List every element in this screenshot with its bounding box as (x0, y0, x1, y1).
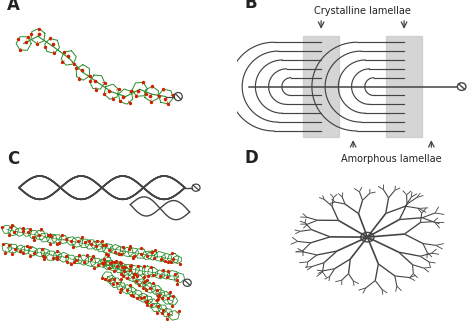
Text: Crystalline lamellae: Crystalline lamellae (314, 6, 411, 16)
Bar (303, 36, 339, 137)
Text: C: C (7, 150, 19, 168)
Bar (386, 36, 422, 137)
Text: Amorphous lamellae: Amorphous lamellae (341, 154, 441, 164)
Text: D: D (244, 149, 258, 167)
Text: B: B (244, 0, 257, 12)
Text: A: A (7, 0, 20, 14)
